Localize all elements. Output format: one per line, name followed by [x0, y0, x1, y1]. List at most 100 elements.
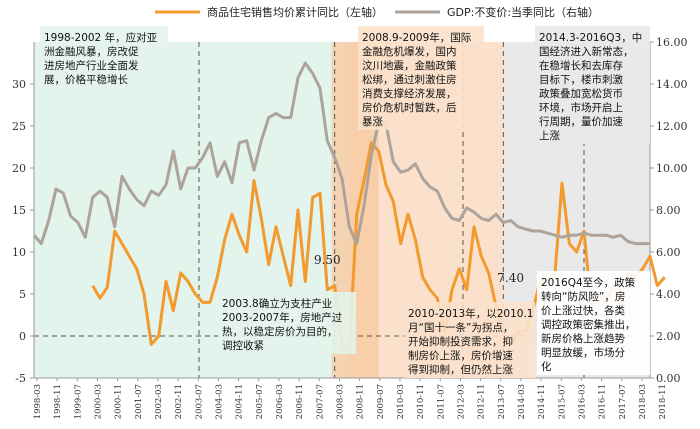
- x-tick-label: 2006-11: [295, 384, 305, 419]
- right-tick-label: 8.00: [656, 204, 681, 217]
- x-tick-label: 2008-11: [356, 384, 366, 419]
- period-note-line: 制房价上涨，房价增速: [408, 349, 513, 362]
- period-note-line: 明显放缓，市场分: [541, 346, 625, 359]
- right-tick-label: 14.00: [656, 78, 688, 91]
- period-note-line: 1998-2002 年，应对亚: [44, 31, 158, 44]
- gdp-line: [32, 61, 650, 246]
- left-tick-label: 25: [12, 120, 26, 133]
- period-note-line: 化: [541, 360, 552, 373]
- x-tick-label: 2015-07: [557, 384, 567, 419]
- period-note-line: 上涨: [539, 130, 560, 142]
- left-tick-label: -5: [15, 372, 26, 385]
- x-tick-label: 2007-07: [315, 384, 325, 419]
- left-tick-label: 0: [19, 330, 26, 343]
- period-note-bg: [358, 26, 484, 130]
- x-tick-label: 2005-07: [255, 384, 265, 419]
- period-note-line: 展，价格平稳增长: [44, 73, 128, 86]
- x-tick-label: 2014-11: [537, 384, 547, 419]
- period-note-line: 房价危机时暂跌，后: [362, 101, 457, 114]
- period-note-line: 调控政策密集推出，: [541, 318, 636, 331]
- period-note-line: 月“国十一条”为拐点，: [408, 321, 513, 334]
- period-note-line: 汶川地震，金融政策: [362, 59, 457, 72]
- period-note-line: 2016Q4至今，政策: [541, 276, 636, 289]
- x-tick-label: 2006-03: [275, 384, 285, 419]
- left-tick-label: 30: [12, 78, 26, 91]
- legend-label-gdp: GDP:不变价:当季同比（右轴）: [447, 5, 599, 19]
- right-tick-label: 0.00: [656, 372, 681, 385]
- period-note-line: 转向“防风险”，房: [541, 290, 625, 303]
- right-tick-label: 10.00: [656, 162, 688, 175]
- x-tick-label: 2000-03: [93, 384, 103, 419]
- legend: 商品住宅销售均价累计同比（左轴） GDP:不变价:当季同比（右轴）: [155, 5, 599, 19]
- x-tick-label: 2010-03: [396, 384, 406, 419]
- period-note-line: 2010-2013年，以2010.1: [408, 307, 533, 320]
- x-tick-label: 2009-07: [376, 384, 386, 419]
- period-note-bg: [404, 302, 535, 378]
- period-note-line: 国经济进入新常态，: [539, 45, 634, 58]
- x-tick-label: 2014-03: [517, 384, 527, 419]
- period-note-line: 金融危机爆发，国内: [362, 45, 457, 58]
- period-note-bg: [218, 292, 356, 354]
- x-tick-label: 1999-07: [73, 384, 83, 419]
- x-tick-label: 2011-07: [436, 384, 446, 419]
- period-note-line: 2003-2007年，房地产过: [222, 311, 343, 324]
- period-note-line: 2003.8确立为支柱产业: [222, 297, 332, 310]
- right-tick-label: 6.00: [656, 246, 681, 259]
- period-note-line: 进房地产行业全面发: [44, 59, 139, 72]
- period-note-line: 开始抑制投资需求，抑: [408, 335, 513, 348]
- period-note-bg: [40, 26, 168, 88]
- period-note-line: 新房价格上涨趋势: [541, 332, 625, 345]
- period-note-line: 价上涨过快，各类: [541, 304, 625, 317]
- x-tick-label: 2016-11: [598, 384, 608, 419]
- period-note-bg: [537, 271, 650, 375]
- x-tick-label: 2004-03: [214, 384, 224, 419]
- period-note-line: 环境，市场开启上: [539, 101, 623, 114]
- period-note-line: 2008.9-2009年，国际: [362, 31, 471, 44]
- x-tick-label: 2012-03: [456, 384, 466, 419]
- x-tick-label: 2000-11: [114, 384, 124, 419]
- period-note-line: 行周期，量价加速: [539, 115, 623, 128]
- period-note-line: 调控收紧: [222, 339, 264, 352]
- period-note-line: 2014.3-2016Q3，中: [539, 31, 642, 44]
- x-tick-label: 2012-11: [477, 384, 487, 419]
- right-tick-label: 4.00: [656, 288, 681, 301]
- x-tick-label: 2002-03: [154, 384, 164, 419]
- period-note-bg: [535, 26, 650, 144]
- annotations: 9.50 7.40 1998-2002 年，应对亚洲金融风暴，房改促进房地产行业全面…: [40, 26, 650, 378]
- left-tick-label: 15: [12, 204, 26, 217]
- sales-price-line: [91, 141, 666, 355]
- x-tick-label: 1998-03: [33, 384, 43, 419]
- right-tick-label: 16.00: [656, 36, 688, 49]
- period-note-line: 目标下，楼市刺激: [539, 73, 623, 86]
- x-tick-label: 2002-11: [174, 384, 184, 419]
- period-note-line: 热，以稳定房价为目的，: [222, 325, 338, 338]
- x-tick-label: 2004-11: [235, 384, 245, 419]
- left-tick-label: 5: [19, 288, 26, 301]
- x-tick-label: 2003-07: [194, 384, 204, 419]
- left-tick-label: 20: [12, 162, 26, 175]
- period-note-line: 消费支撑经济发展，: [362, 87, 457, 100]
- x-tick-label: 2017-07: [618, 384, 628, 419]
- x-tick-label: 2018-03: [638, 384, 648, 419]
- period-note-line: 政策叠加宽松货币: [539, 87, 623, 100]
- x-tick-label: 2008-03: [335, 384, 345, 419]
- right-tick-label: 12.00: [656, 120, 688, 133]
- period-note-line: 松绑，通过刺激住房: [362, 73, 457, 86]
- x-tick-label: 2001-07: [134, 384, 144, 419]
- period-note-line: 洲金融风暴，房改促: [44, 45, 139, 58]
- series-lines: [32, 61, 666, 355]
- right-tick-label: 2.00: [656, 330, 681, 343]
- period-note-line: 暴涨: [362, 116, 383, 128]
- value-annotation: 9.50: [314, 253, 341, 267]
- period-note-line: 得到抑制，但仍然上涨: [408, 363, 513, 376]
- x-tick-label: 2018-11: [658, 384, 668, 419]
- x-tick-label: 2010-11: [416, 384, 426, 419]
- left-tick-label: 10: [12, 246, 26, 259]
- x-tick-label: 2016-03: [577, 384, 587, 419]
- value-annotation: 7.40: [497, 271, 524, 285]
- legend-label-sales: 商品住宅销售均价累计同比（左轴）: [207, 5, 383, 19]
- x-tick-label: 1998-11: [53, 384, 63, 419]
- period-note-line: 在稳增长和去库存: [539, 59, 623, 72]
- x-tick-label: 2013-07: [497, 384, 507, 419]
